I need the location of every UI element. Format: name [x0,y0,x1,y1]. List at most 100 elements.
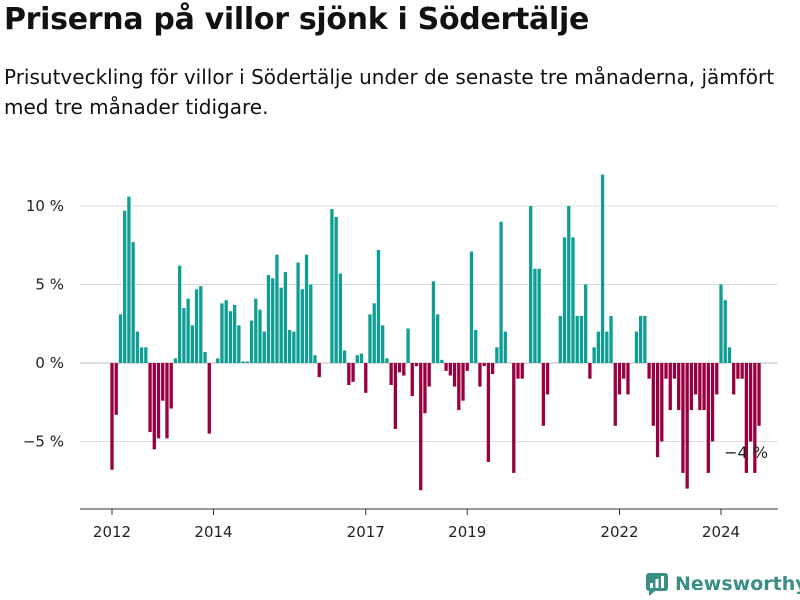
bar [364,363,368,393]
bar [685,363,689,489]
bar [123,210,127,363]
bar [490,363,495,374]
bar [372,303,376,363]
bar [410,363,414,396]
bar [169,363,173,409]
bar [452,363,457,387]
bar [444,363,448,371]
bar [715,363,719,395]
bar [486,363,491,462]
bar [719,284,723,363]
bar [283,271,288,363]
bar [351,363,355,382]
bar [347,363,351,385]
bar [262,331,266,363]
bar [423,363,427,414]
bar [271,278,275,363]
x-axis [80,508,778,515]
bar [600,174,605,363]
x-tick-label: 2017 [347,523,385,541]
bar [300,289,304,363]
bar [114,363,118,415]
bar [342,350,347,363]
bar [503,331,507,363]
bar [165,363,169,439]
bar [533,268,537,363]
bar [474,330,478,363]
bar [668,363,672,411]
bar [199,286,203,363]
bar [596,331,600,363]
bar [584,284,588,363]
bar [677,363,681,411]
bar [592,347,596,363]
bar [469,251,474,363]
bar [660,363,664,442]
bar [622,363,626,379]
bar [702,363,706,411]
bar [706,363,710,473]
newsworthy-logo-icon [646,573,668,596]
bar [296,262,300,363]
bar [118,314,123,363]
bar [266,275,271,363]
bar [397,363,402,373]
bar [634,331,639,363]
bar [457,363,461,411]
chart-title: Priserna på villor sjönk i Södertälje [4,2,589,37]
bar [753,363,757,473]
bar [245,361,249,363]
bar [317,363,321,378]
bar [249,320,254,363]
bar [127,196,131,363]
bar [338,273,343,363]
bar [381,325,385,363]
bar [516,363,520,379]
bar [605,331,609,363]
bar [228,311,233,363]
bar [448,363,452,376]
tick-labels: −5 % 0 % 5 % 10 % 2012 2014 2017 2019 2022 2024 −4… [23,197,768,541]
bar [389,363,393,385]
bar [334,216,338,363]
bar [178,265,182,363]
bar [613,363,617,426]
bar [359,353,364,363]
bar [131,242,135,363]
bar [275,254,279,363]
bar [461,363,465,401]
bar [135,331,140,363]
y-tick-label: 0 % [35,354,64,372]
bar [736,363,740,379]
bar [279,287,283,363]
y-tick-label: −5 % [23,433,64,451]
bar [579,315,584,363]
bar [182,308,186,363]
brand-logo: Newsworthy [645,570,800,598]
bar [609,315,613,363]
bar [368,314,372,363]
bar [309,284,313,363]
bar [402,363,406,376]
bar [414,363,419,367]
bar [241,361,245,363]
bar [440,359,444,363]
bar [689,363,694,411]
bar [732,363,736,395]
bar [385,358,389,363]
bar [693,363,698,395]
bar [740,363,744,379]
bar [465,363,469,371]
x-tick-label: 2014 [194,523,232,541]
bar [406,328,410,363]
bar [643,315,647,363]
bar [186,298,190,363]
bar [575,315,579,363]
bar [292,331,296,363]
bar [558,315,562,363]
bar [617,363,622,395]
bar [355,355,359,363]
bar [203,352,207,363]
bar [672,363,677,379]
